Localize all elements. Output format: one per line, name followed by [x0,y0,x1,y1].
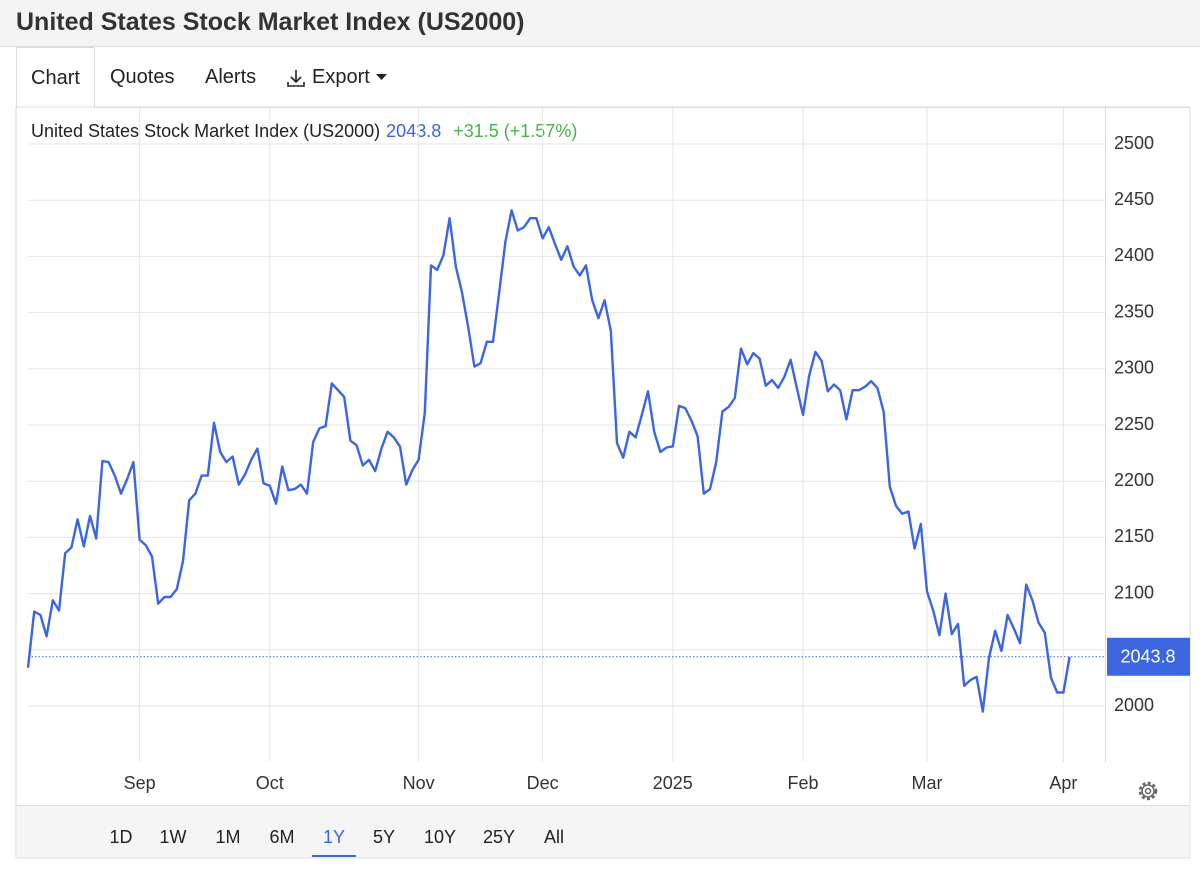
caret [376,74,387,80]
range-bar [17,806,1189,857]
tab[interactable]: Quotes [110,66,175,88]
y-tick-label: 2450 [1114,189,1154,209]
range-button[interactable]: 1M [215,827,240,847]
y-tick-label: 2100 [1114,582,1154,602]
legend: United States Stock Market Index (US2000… [31,121,577,141]
x-tick-label: Nov [403,773,435,793]
y-tick-label: 2350 [1114,301,1154,321]
y-tick-label: 2000 [1114,695,1154,715]
range-button[interactable]: 1D [109,827,132,847]
series-name: United States Stock Market Index (US2000… [31,121,380,141]
y-tick-label: 2150 [1114,526,1154,546]
price-tag-label: 2043.8 [1120,647,1175,667]
y-tick-label: 2200 [1114,470,1154,490]
change: +31.5 (+1.57%) [453,121,577,141]
x-tick-label: Oct [256,773,284,793]
range-button[interactable]: 5Y [373,827,395,847]
range-button[interactable]: All [544,827,564,847]
settings-icon[interactable] [1138,781,1158,801]
tab-bar: Chart Quotes Alerts Export [16,47,1190,109]
x-tick-label: Dec [527,773,559,793]
y-tick-label: 2300 [1114,358,1154,378]
y-tick-label: 2050 [1114,639,1154,659]
x-tick-label: Sep [124,773,156,793]
header: United States Stock Market Index (US2000… [0,0,1200,47]
x-tick-label: Feb [787,773,818,793]
range-button[interactable]: 6M [269,827,294,847]
page-title: United States Stock Market Index (US2000… [16,8,525,36]
y-tick-label: 2250 [1114,414,1154,434]
range-button[interactable]: 1W [160,827,187,847]
tab[interactable]: Export [312,66,370,88]
range-button[interactable]: 10Y [424,827,456,847]
x-tick-label: 2025 [653,773,693,793]
x-tick-label: Apr [1049,773,1077,793]
x-tick-label: Mar [912,773,943,793]
y-tick-label: 2500 [1114,133,1154,153]
range-button[interactable]: 1Y [323,827,345,847]
y-tick-label: 2400 [1114,245,1154,265]
line [26,209,1071,713]
range-button[interactable]: 25Y [483,827,515,847]
download-icon [287,70,305,87]
panel-border [15,106,1191,859]
tab[interactable]: Alerts [205,66,257,88]
price-tag [1107,637,1190,676]
last-value: 2043.8 [386,121,441,141]
tab[interactable]: Chart [16,47,95,109]
